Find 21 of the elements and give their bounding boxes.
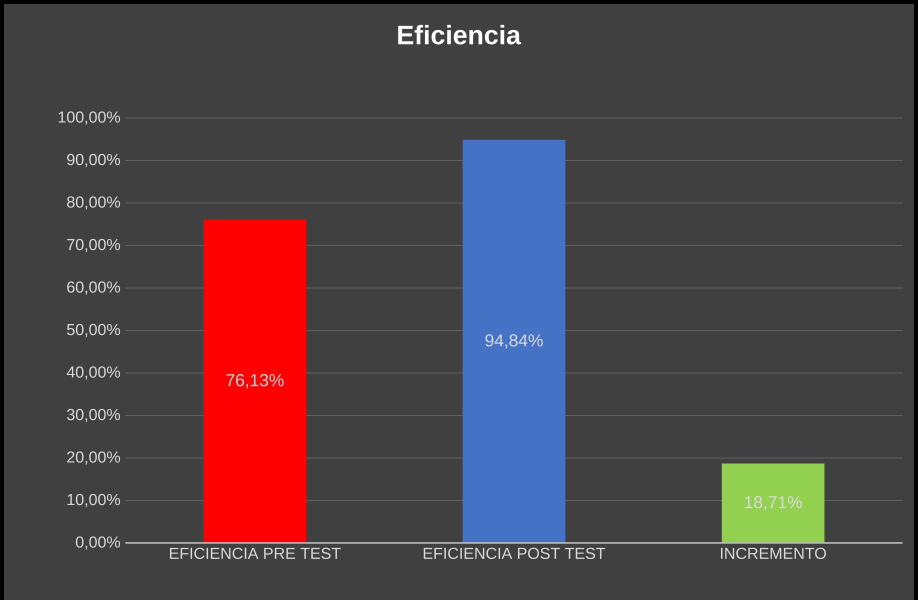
- x-tick-label: EFICIENCIA POST TEST: [424, 548, 606, 560]
- x-tick-label: INCREMENTO: [720, 548, 826, 560]
- y-tick-label: 70,00%: [67, 238, 120, 252]
- y-tick-label: 20,00%: [67, 451, 120, 465]
- data-label: 76,13%: [226, 374, 284, 388]
- y-tick-label: 60,00%: [67, 281, 120, 295]
- bar: [462, 140, 566, 543]
- y-tick-label: 90,00%: [67, 154, 120, 168]
- y-tick-label: 10,00%: [68, 494, 120, 508]
- y-tick-label: 50,00%: [67, 324, 120, 338]
- y-tick-label: 30,00%: [66, 408, 120, 422]
- y-tick-label: 40,00%: [66, 366, 120, 380]
- chart-title: Eficiencia: [398, 24, 522, 44]
- bar: [722, 463, 824, 543]
- data-label: 18,71%: [745, 496, 802, 510]
- data-label: 94,84%: [485, 334, 543, 349]
- x-tick-label: EFICIENCIA PRE TEST: [170, 548, 341, 560]
- y-tick-label: 80,00%: [67, 196, 120, 210]
- y-tick-label: 0,00%: [76, 536, 120, 550]
- y-tick-label: 100,00%: [58, 111, 120, 125]
- bar: [204, 219, 306, 543]
